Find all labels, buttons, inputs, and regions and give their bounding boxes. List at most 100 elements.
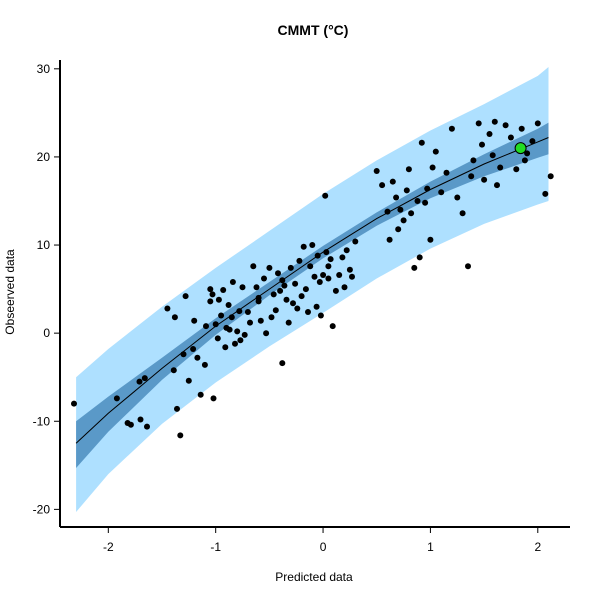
data-point: [542, 190, 549, 197]
data-point: [494, 182, 500, 189]
data-point: [239, 284, 246, 291]
data-point: [322, 192, 329, 199]
data-point: [298, 293, 305, 300]
data-point: [316, 279, 323, 285]
data-point: [250, 263, 257, 270]
highlight-point: [514, 142, 527, 155]
data-point: [317, 312, 324, 319]
data-point: [309, 242, 316, 248]
data-point: [270, 291, 277, 298]
data-point: [427, 236, 434, 243]
data-point: [177, 432, 184, 439]
data-point: [255, 294, 262, 301]
data-point: [513, 166, 520, 173]
data-point: [283, 296, 290, 303]
data-point: [305, 309, 311, 315]
data-point: [257, 317, 264, 324]
data-point: [71, 400, 77, 407]
data-point: [244, 309, 251, 315]
data-point: [190, 346, 197, 352]
data-point: [311, 273, 318, 280]
data-point: [287, 264, 294, 271]
chart-title: CMMT (°C): [278, 22, 349, 38]
data-point: [218, 312, 225, 319]
data-point: [468, 173, 475, 180]
data-point: [261, 275, 267, 282]
data-point: [320, 272, 327, 278]
data-point: [459, 210, 466, 217]
fit-line: [75, 137, 549, 444]
data-point: [170, 367, 177, 374]
data-point: [236, 308, 243, 315]
data-point: [194, 354, 201, 361]
data-point: [164, 305, 171, 312]
data-point: [470, 157, 477, 164]
data-point: [137, 416, 144, 423]
x-axis-label: Predicted data: [275, 570, 353, 584]
data-point: [491, 118, 498, 125]
data-point: [416, 254, 423, 261]
data-point: [275, 270, 281, 277]
data-point: [529, 138, 536, 145]
data-point: [393, 194, 400, 201]
data-point: [127, 421, 134, 428]
y-axis-label: Obseerved data: [3, 249, 17, 335]
data-point: [171, 314, 178, 321]
y-tick-label: 20: [37, 150, 51, 164]
data-point: [222, 344, 229, 351]
x-tick-label: -1: [210, 540, 221, 554]
data-point: [209, 291, 216, 298]
prediction-interval-band: [76, 67, 549, 512]
y-tick-label: -10: [33, 414, 51, 428]
data-point: [185, 377, 192, 384]
data-point: [279, 360, 286, 367]
data-point: [279, 277, 286, 284]
data-point: [212, 321, 219, 328]
data-point: [313, 303, 320, 310]
data-point: [290, 300, 296, 307]
data-point: [300, 243, 307, 250]
data-point: [296, 257, 303, 264]
data-point: [136, 378, 143, 385]
data-point: [489, 152, 496, 159]
data-point: [277, 287, 284, 294]
data-point: [332, 287, 339, 294]
data-point: [386, 236, 393, 243]
data-point: [215, 296, 222, 303]
data-point: [352, 238, 359, 245]
data-point: [389, 178, 396, 185]
data-point: [414, 198, 421, 204]
data-point: [443, 169, 450, 176]
data-point: [403, 187, 410, 194]
data-point: [237, 337, 244, 344]
data-point: [294, 305, 301, 312]
data-point: [268, 314, 275, 321]
x-tick-label: 0: [320, 540, 327, 554]
data-point: [465, 263, 471, 270]
data-point: [424, 185, 431, 192]
data-point: [327, 256, 334, 263]
data-point: [281, 282, 288, 289]
data-point: [339, 254, 346, 261]
data-point: [191, 317, 198, 324]
data-point: [405, 166, 412, 173]
data-point: [486, 131, 493, 137]
data-point: [408, 210, 415, 217]
data-point: [481, 176, 488, 183]
data-point: [220, 287, 227, 293]
data-point: [234, 328, 241, 335]
data-point: [214, 335, 221, 342]
data-point: [325, 275, 332, 282]
data-point: [325, 263, 332, 270]
data-point: [302, 286, 309, 293]
data-point: [395, 226, 402, 233]
y-tick-label: -20: [33, 502, 51, 516]
data-point: [379, 182, 386, 189]
data-point: [144, 423, 150, 430]
data-point: [518, 125, 525, 132]
data-point: [336, 272, 343, 278]
data-point: [448, 125, 455, 132]
data-point: [384, 208, 391, 215]
data-point: [411, 264, 418, 271]
